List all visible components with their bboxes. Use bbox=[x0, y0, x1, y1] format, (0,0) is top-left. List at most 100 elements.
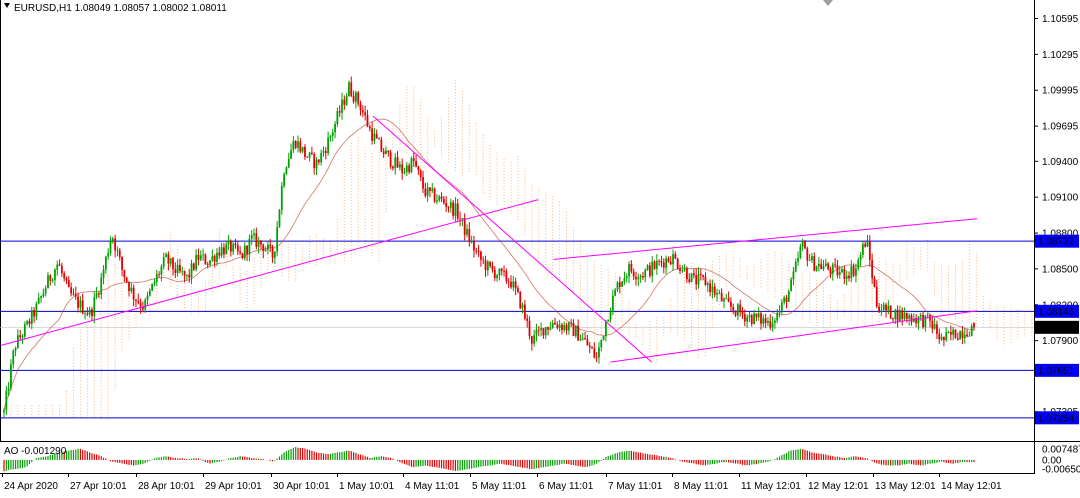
candle-body bbox=[947, 332, 950, 333]
candle-body bbox=[868, 241, 871, 261]
candle-body bbox=[181, 271, 184, 272]
trendline[interactable] bbox=[0, 199, 539, 346]
trendlines[interactable] bbox=[0, 115, 978, 363]
candle-body bbox=[285, 167, 288, 175]
candle-body bbox=[646, 265, 649, 270]
candle-body bbox=[121, 257, 123, 270]
candle-body bbox=[239, 251, 242, 254]
candle-body bbox=[197, 254, 200, 260]
candle-body bbox=[642, 276, 644, 278]
candle-body bbox=[674, 254, 677, 259]
candle-body bbox=[792, 271, 795, 280]
candle-body bbox=[938, 333, 941, 340]
candle-body bbox=[588, 345, 591, 348]
candle-body bbox=[98, 293, 100, 295]
candle-body bbox=[371, 128, 373, 141]
candle-body bbox=[426, 187, 429, 196]
candle-body bbox=[845, 275, 848, 280]
candle-body bbox=[530, 336, 533, 344]
candle-body bbox=[644, 269, 647, 278]
candle-body bbox=[445, 202, 448, 207]
price-tick-label: 1.07900 bbox=[1042, 336, 1079, 347]
trendline[interactable] bbox=[610, 310, 978, 363]
ao-indicator-label: AO -0.001290 bbox=[4, 446, 67, 457]
candle-body bbox=[655, 260, 658, 269]
candle-body bbox=[287, 158, 290, 168]
candle-body bbox=[799, 246, 802, 258]
candle-body bbox=[787, 291, 790, 302]
candle-body bbox=[871, 260, 874, 279]
candle-body bbox=[783, 297, 786, 303]
candle-body bbox=[107, 253, 110, 257]
candle-body bbox=[591, 347, 593, 349]
candle-body bbox=[973, 322, 975, 328]
candle-body bbox=[79, 300, 82, 308]
candle-body bbox=[563, 324, 566, 331]
candle-body bbox=[933, 324, 936, 329]
candle-body bbox=[577, 325, 580, 341]
candle-body bbox=[915, 318, 918, 324]
candle-body bbox=[220, 247, 223, 256]
candle-body bbox=[158, 274, 161, 276]
candle-body bbox=[521, 304, 524, 309]
candle-body bbox=[755, 313, 758, 318]
candle-body bbox=[836, 265, 839, 276]
candle-body bbox=[327, 137, 330, 154]
candle-body bbox=[317, 159, 320, 163]
candle-body bbox=[760, 313, 762, 324]
candle-body bbox=[660, 261, 663, 263]
symbol-dropdown-icon[interactable] bbox=[4, 3, 10, 8]
candle-body bbox=[790, 279, 793, 292]
candle-body bbox=[808, 260, 811, 261]
candle-body bbox=[111, 238, 114, 242]
candle-body bbox=[910, 315, 913, 322]
candle-body bbox=[824, 263, 827, 267]
candle-body bbox=[498, 268, 501, 276]
candle-body bbox=[662, 262, 665, 268]
candle-body bbox=[672, 254, 674, 265]
candle-body bbox=[804, 241, 806, 249]
candle-body bbox=[468, 228, 471, 243]
candle-body bbox=[104, 256, 107, 270]
candle-body bbox=[959, 331, 962, 340]
candle-body bbox=[727, 298, 730, 302]
candle-body bbox=[922, 314, 924, 328]
candle-body bbox=[350, 82, 353, 97]
candle-body bbox=[250, 235, 253, 239]
trendline[interactable] bbox=[372, 115, 653, 363]
chart-shift-marker-icon[interactable] bbox=[823, 0, 833, 6]
candle-body bbox=[345, 96, 348, 105]
candle-body bbox=[139, 302, 142, 307]
candle-body bbox=[780, 302, 783, 311]
candle-body bbox=[503, 270, 505, 272]
candle-body bbox=[753, 313, 755, 325]
candle-body bbox=[625, 276, 628, 279]
candle-body bbox=[822, 266, 825, 269]
level-108732-tag-label: 1.08732 bbox=[1038, 237, 1075, 248]
candle-body bbox=[554, 322, 556, 325]
candle-body bbox=[301, 146, 304, 152]
candle-body bbox=[484, 260, 487, 271]
candle-body bbox=[762, 318, 765, 324]
candle-body bbox=[160, 266, 163, 275]
moving-average bbox=[3, 118, 975, 411]
price-level-tags: 1.08732 1.08145 1.07651 1.07254 1.08011 bbox=[1035, 234, 1079, 425]
candle-body bbox=[276, 227, 279, 252]
candle-body bbox=[611, 295, 614, 312]
candle-body bbox=[767, 320, 769, 323]
time-tick-label: 29 Apr 10:01 bbox=[205, 481, 262, 492]
candle-body bbox=[21, 336, 24, 338]
candle-body bbox=[586, 339, 589, 346]
trendline[interactable] bbox=[553, 218, 978, 260]
candle-body bbox=[442, 198, 445, 203]
candle-body bbox=[771, 323, 774, 328]
candle-body bbox=[857, 260, 860, 269]
candle-body bbox=[801, 241, 804, 247]
candle-body bbox=[401, 164, 404, 174]
candle-body bbox=[815, 266, 818, 271]
candle-body bbox=[595, 357, 598, 359]
candle-body bbox=[778, 310, 781, 314]
candle-body bbox=[304, 146, 306, 157]
